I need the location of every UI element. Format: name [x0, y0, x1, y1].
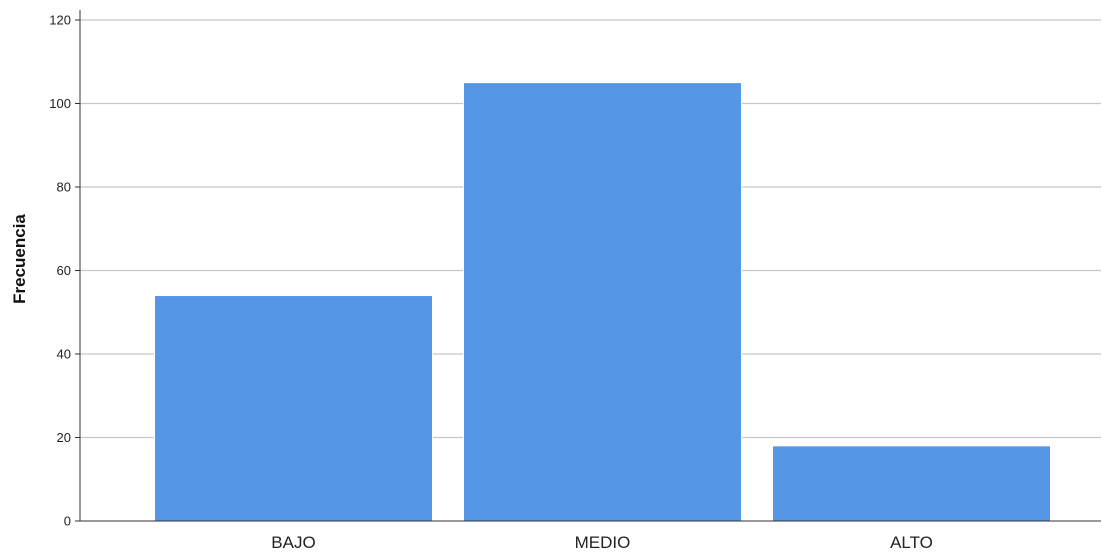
y-axis-label: Frecuencia	[10, 214, 29, 304]
axes	[79, 10, 1101, 522]
y-tick-label-60: 60	[57, 263, 71, 278]
y-tick-label-120: 120	[49, 13, 71, 28]
y-tick-label-0: 0	[64, 514, 71, 529]
bar-bajo	[154, 295, 433, 522]
x-tick-label-medio: MEDIO	[575, 533, 631, 552]
bar-alto	[772, 445, 1051, 522]
x-tick-label-bajo: BAJO	[271, 533, 315, 552]
y-tick-label-40: 40	[57, 347, 71, 362]
y-tick-label-100: 100	[49, 96, 71, 111]
x-tick-labels: BAJO MEDIO ALTO	[271, 533, 933, 552]
y-tick-label-20: 20	[57, 430, 71, 445]
x-tick-label-alto: ALTO	[890, 533, 933, 552]
bar-medio	[463, 82, 742, 522]
y-tick-labels: 0 20 40 60 80 100 120	[49, 13, 80, 529]
y-tick-label-80: 80	[57, 180, 71, 195]
bars	[154, 82, 1051, 522]
